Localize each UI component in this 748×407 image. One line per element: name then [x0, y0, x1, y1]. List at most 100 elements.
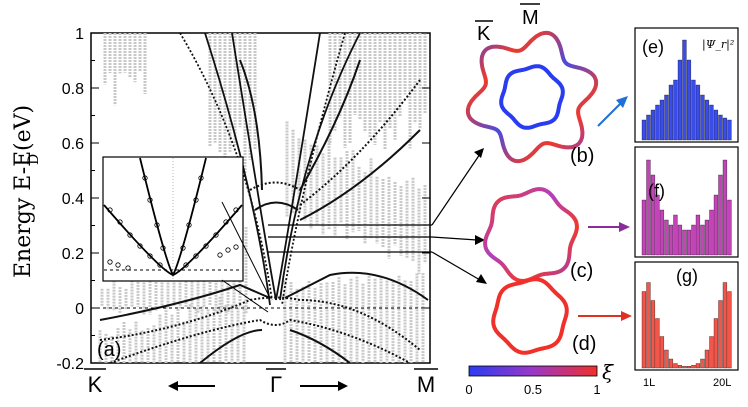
- panel-label-a: (a): [97, 339, 121, 361]
- hist-label-g: (g): [676, 266, 698, 286]
- contour-b-outer: [465, 30, 599, 164]
- histogram-bar: [709, 104, 714, 141]
- band-curve: [99, 283, 271, 321]
- band-curve: [204, 33, 271, 306]
- x-tick-m: M: [417, 372, 435, 397]
- histogram-bar: [713, 109, 719, 141]
- left-arrow-icon: [168, 381, 178, 391]
- band-curve: [289, 329, 351, 363]
- inset-data-point: [107, 259, 113, 265]
- energy-level-arrows: [268, 148, 487, 284]
- histogram-e: (e) |Ψ_r|²: [634, 27, 739, 143]
- contour-label-c: (c): [570, 260, 593, 282]
- y-axis-label: Energy E-E D (eV): [11, 105, 42, 278]
- histogram-bar: [664, 219, 669, 256]
- y-axis-label-main: Energy E-E: [11, 151, 36, 278]
- y-tick-label: -0.2: [56, 356, 84, 373]
- band-curve: [279, 33, 361, 301]
- histogram-bar: [682, 229, 687, 256]
- histogram-bar: [646, 159, 651, 256]
- colorbar-gradient: [468, 365, 598, 377]
- histogram-bar: [718, 114, 723, 141]
- arrow-head-d-icon: [476, 274, 487, 284]
- histogram-bar: [686, 59, 692, 141]
- inset-data-point: [225, 247, 231, 253]
- histogram-bar: [700, 224, 705, 256]
- y-tick-label: 0.8: [62, 81, 84, 98]
- y-tick-label: 0.6: [62, 136, 84, 153]
- contour-k-label: K: [477, 23, 491, 45]
- contour-m-label: M: [522, 7, 539, 29]
- hist-xlabel-right: 20L: [713, 377, 731, 389]
- inset-data-point: [217, 252, 223, 258]
- band-structure-panel: 1 0.8 0.6 0.4 0.2 0 -0.2 (a) Energy E-E D (eV)…: [11, 26, 438, 397]
- histogram-bar: [695, 363, 701, 369]
- inset-data-point: [137, 243, 143, 249]
- y-tick-label: 1: [75, 26, 84, 43]
- histogram-bar: [713, 318, 719, 369]
- histogram-bar: [713, 194, 719, 256]
- histogram-bar: [664, 349, 669, 369]
- psi-label: |Ψ_r|²: [702, 38, 734, 52]
- histogram-bar: [722, 282, 728, 369]
- contour-d: [491, 277, 569, 355]
- histogram-bar: [704, 219, 710, 256]
- y-ticks: 1 0.8 0.6 0.4 0.2 0 -0.2: [56, 26, 430, 373]
- histogram-bar: [659, 209, 665, 256]
- inset-data-point: [125, 265, 131, 271]
- histogram-bar: [650, 109, 656, 141]
- band-curve: [239, 59, 263, 191]
- histogram-f: (f): [634, 146, 739, 258]
- contour-label-b: (b): [570, 145, 594, 167]
- histogram-bar: [700, 94, 705, 141]
- inset-pointer-upper: [221, 201, 271, 299]
- histogram-bar: [677, 59, 683, 141]
- arrow-g-icon: [621, 311, 632, 321]
- histogram-bar: [659, 336, 665, 369]
- histogram-bar: [682, 39, 687, 141]
- inset-data-point: [160, 245, 166, 251]
- hist-label-e: (e): [642, 37, 664, 57]
- histogram-bar: [704, 349, 710, 369]
- histogram-bar: [686, 366, 692, 369]
- histogram-bar: [682, 366, 687, 369]
- contour-c: [483, 187, 579, 283]
- histogram-bar: [673, 79, 678, 141]
- histogram-bar: [677, 365, 683, 369]
- inset-data-point: [198, 175, 204, 181]
- y-tick-label: 0: [75, 301, 84, 318]
- inset-data-point: [193, 253, 199, 259]
- inset-data-point: [186, 222, 192, 228]
- x-tick-gamma: Γ: [270, 372, 282, 397]
- histogram-bar: [655, 194, 660, 256]
- y-tick-label: 0.2: [62, 246, 84, 263]
- band-curve: [99, 296, 421, 351]
- histogram-bar: [727, 291, 732, 369]
- colorbar-tick-1: 1: [593, 382, 600, 397]
- inset-data-point: [233, 207, 239, 213]
- histogram-bar: [646, 114, 651, 141]
- histogram-g: (g) 1L 20L: [634, 261, 739, 389]
- histogram-bar: [655, 104, 660, 141]
- histogram-bar: [695, 214, 701, 256]
- band-curve: [284, 271, 429, 301]
- right-arrow-icon: [338, 381, 348, 391]
- histogram-bar: [641, 291, 647, 369]
- band-curve: [275, 33, 321, 301]
- histogram-bar: [650, 174, 656, 256]
- histogram-bar: [655, 318, 660, 369]
- inset-data-point: [127, 232, 133, 238]
- band-curve: [231, 33, 277, 301]
- colorbar: 0 0.5 1 ξ: [465, 360, 614, 397]
- colorbar-tick-0: 0: [465, 382, 472, 397]
- inset-data-point: [147, 253, 153, 259]
- histogram-bar: [659, 99, 665, 141]
- inset-inner-band: [139, 157, 207, 277]
- colorbar-tick-05: 0.5: [524, 382, 542, 397]
- inset-data-point: [213, 232, 219, 238]
- inset-data-point: [203, 243, 209, 249]
- inset-data-point: [157, 262, 163, 268]
- histogram-bar: [722, 117, 728, 141]
- histogram-bar: [686, 229, 692, 256]
